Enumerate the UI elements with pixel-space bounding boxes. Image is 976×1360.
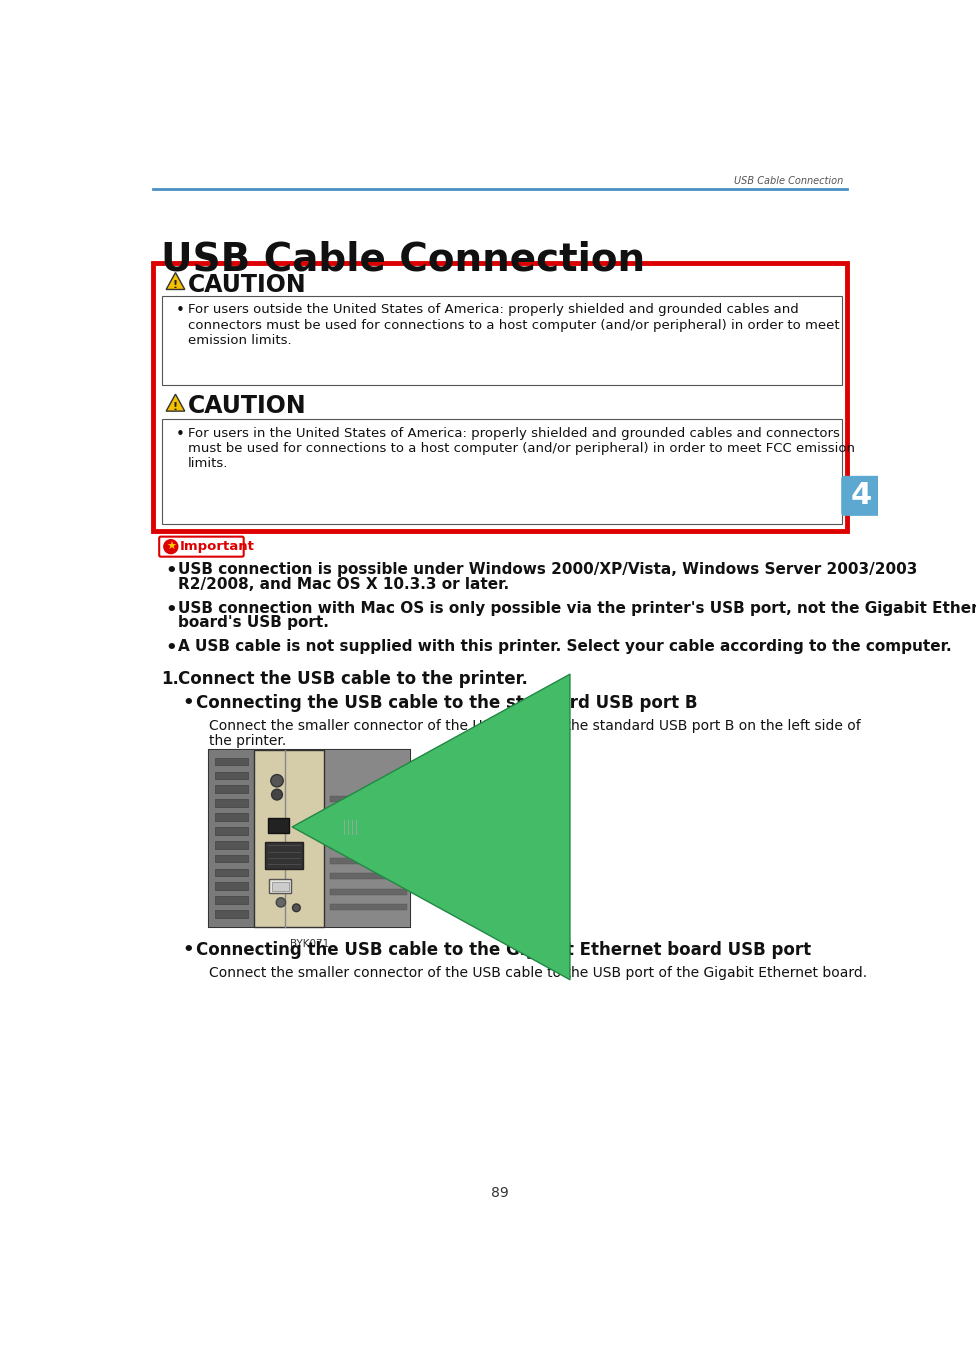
Text: Connecting the USB cable to the standard USB port B: Connecting the USB cable to the standard… [195, 695, 697, 713]
Text: emission limits.: emission limits. [187, 335, 292, 347]
Bar [343, 820, 359, 834]
Text: USB connection is possible under Windows 2000/XP/Vista, Windows Server 2003/2003: USB connection is possible under Windows… [178, 562, 917, 577]
Text: Connect the smaller connector of the USB cable to the USB port of the Gigabit Et: Connect the smaller connector of the USB… [209, 967, 867, 981]
Text: For users outside the United States of America: properly shielded and grounded c: For users outside the United States of A… [187, 303, 798, 317]
Text: •: • [165, 639, 177, 657]
Text: •: • [183, 695, 194, 713]
Bar [215, 785, 248, 793]
Bar [209, 749, 254, 928]
Bar [330, 858, 407, 864]
Bar [215, 854, 248, 862]
Bar [330, 812, 407, 817]
Bar [330, 796, 407, 802]
Text: CAUTION: CAUTION [187, 272, 306, 296]
Bar [215, 813, 248, 821]
Bar [323, 749, 410, 928]
Text: •: • [165, 601, 177, 619]
Text: connectors must be used for connections to a host computer (and/or peripheral) i: connectors must be used for connections … [187, 318, 839, 332]
Text: •: • [177, 427, 185, 442]
FancyBboxPatch shape [841, 476, 881, 515]
Text: Connect the smaller connector of the USB cable to the standard USB port B on the: Connect the smaller connector of the USB… [209, 719, 861, 733]
Bar [215, 840, 248, 849]
Bar [162, 419, 842, 524]
Circle shape [293, 904, 301, 911]
Text: !: ! [173, 401, 178, 412]
Circle shape [276, 898, 286, 907]
Text: 1.: 1. [161, 670, 179, 688]
Bar [330, 873, 407, 880]
Text: ★: ★ [166, 541, 176, 552]
Circle shape [271, 789, 282, 800]
Text: For users in the United States of America: properly shielded and grounded cables: For users in the United States of Americ… [187, 427, 839, 439]
Bar [330, 888, 407, 895]
Text: Important: Important [181, 540, 255, 552]
Text: 89: 89 [491, 1186, 509, 1201]
Bar [343, 823, 400, 831]
Text: CAUTION: CAUTION [187, 394, 306, 419]
Circle shape [270, 775, 283, 787]
Bar [254, 749, 323, 928]
Bar [215, 910, 248, 918]
Text: A USB cable is not supplied with this printer. Select your cable according to th: A USB cable is not supplied with this pr… [178, 639, 952, 654]
Bar [215, 771, 248, 779]
Bar [215, 800, 248, 806]
Bar [215, 869, 248, 876]
Bar [209, 749, 410, 928]
Text: Connecting the USB cable to the Gigabit Ethernet board USB port: Connecting the USB cable to the Gigabit … [195, 941, 811, 959]
Text: •: • [177, 303, 185, 318]
Text: limits.: limits. [187, 457, 228, 471]
Bar [269, 880, 291, 894]
Polygon shape [166, 394, 184, 411]
Bar [330, 842, 407, 849]
Text: the printer.: the printer. [209, 734, 286, 748]
Text: USB connection with Mac OS is only possible via the printer's USB port, not the : USB connection with Mac OS is only possi… [178, 601, 976, 616]
Text: must be used for connections to a host computer (and/or peripheral) in order to : must be used for connections to a host c… [187, 442, 855, 456]
Bar [264, 842, 304, 869]
Text: 4: 4 [851, 481, 872, 510]
Text: BYK071: BYK071 [290, 940, 329, 949]
Bar [153, 264, 847, 532]
Polygon shape [166, 272, 184, 290]
Text: Connect the USB cable to the printer.: Connect the USB cable to the printer. [178, 670, 528, 688]
Bar [162, 295, 842, 385]
Text: USB Cable Connection: USB Cable Connection [161, 241, 645, 279]
Bar [215, 827, 248, 835]
Bar [254, 749, 323, 928]
Bar [330, 904, 407, 910]
FancyBboxPatch shape [159, 537, 244, 556]
Text: !: ! [173, 280, 178, 290]
Bar [267, 817, 290, 834]
Text: R2/2008, and Mac OS X 10.3.3 or later.: R2/2008, and Mac OS X 10.3.3 or later. [178, 577, 508, 592]
Bar [215, 883, 248, 889]
Text: •: • [183, 941, 194, 959]
Text: board's USB port.: board's USB port. [178, 615, 329, 630]
Bar [215, 758, 248, 766]
Text: USB Cable Connection: USB Cable Connection [734, 175, 842, 185]
Circle shape [164, 540, 178, 554]
Bar [330, 827, 407, 834]
Bar [215, 896, 248, 904]
Bar [271, 881, 289, 891]
Text: •: • [165, 562, 177, 581]
